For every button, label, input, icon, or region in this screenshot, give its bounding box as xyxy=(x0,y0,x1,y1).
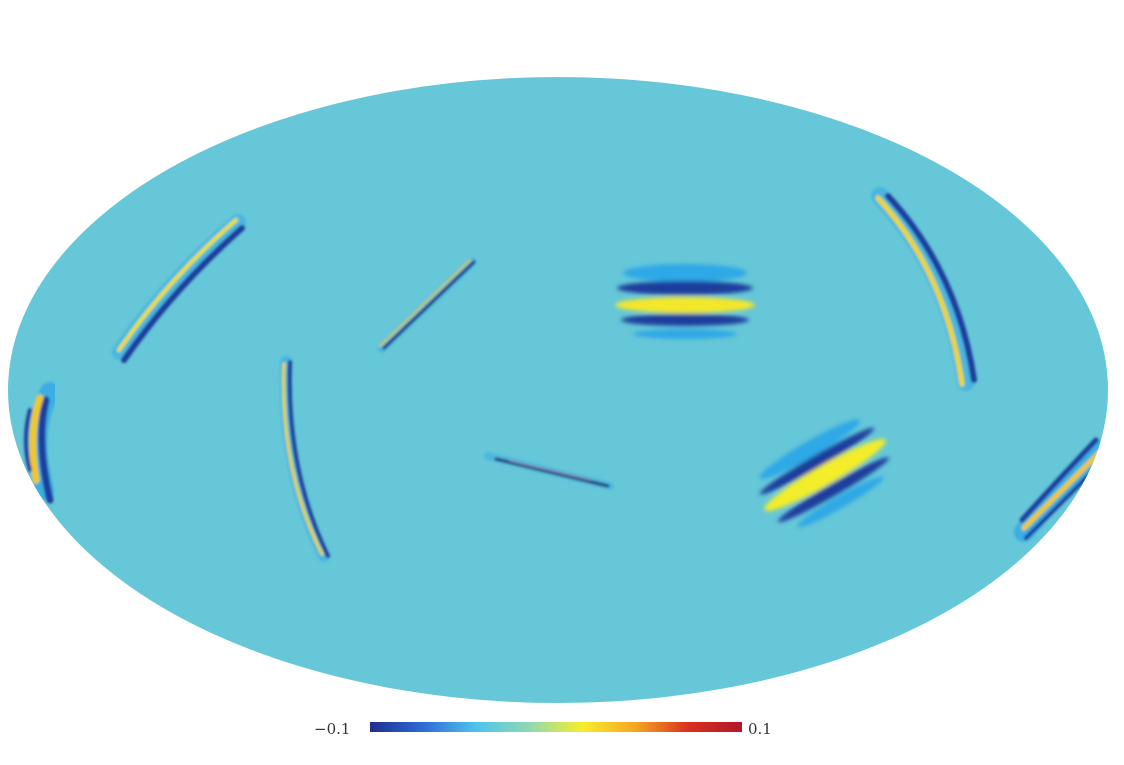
horizontal-fringe-patch xyxy=(615,264,755,339)
thin-filament xyxy=(377,257,477,353)
mollweide-map xyxy=(8,77,1108,703)
colorbar-min-label: −0.1 xyxy=(314,720,351,738)
left-edge-arc xyxy=(24,382,60,504)
colorbar-max-label: 0.1 xyxy=(748,720,772,738)
right-arc-ridge xyxy=(871,187,977,391)
diagonal-fringe-patch xyxy=(759,419,890,528)
vertical-arc-ridge xyxy=(279,356,330,562)
center-thin-filament xyxy=(484,452,614,490)
filament-ridge xyxy=(112,214,246,363)
colorbar xyxy=(370,722,742,732)
